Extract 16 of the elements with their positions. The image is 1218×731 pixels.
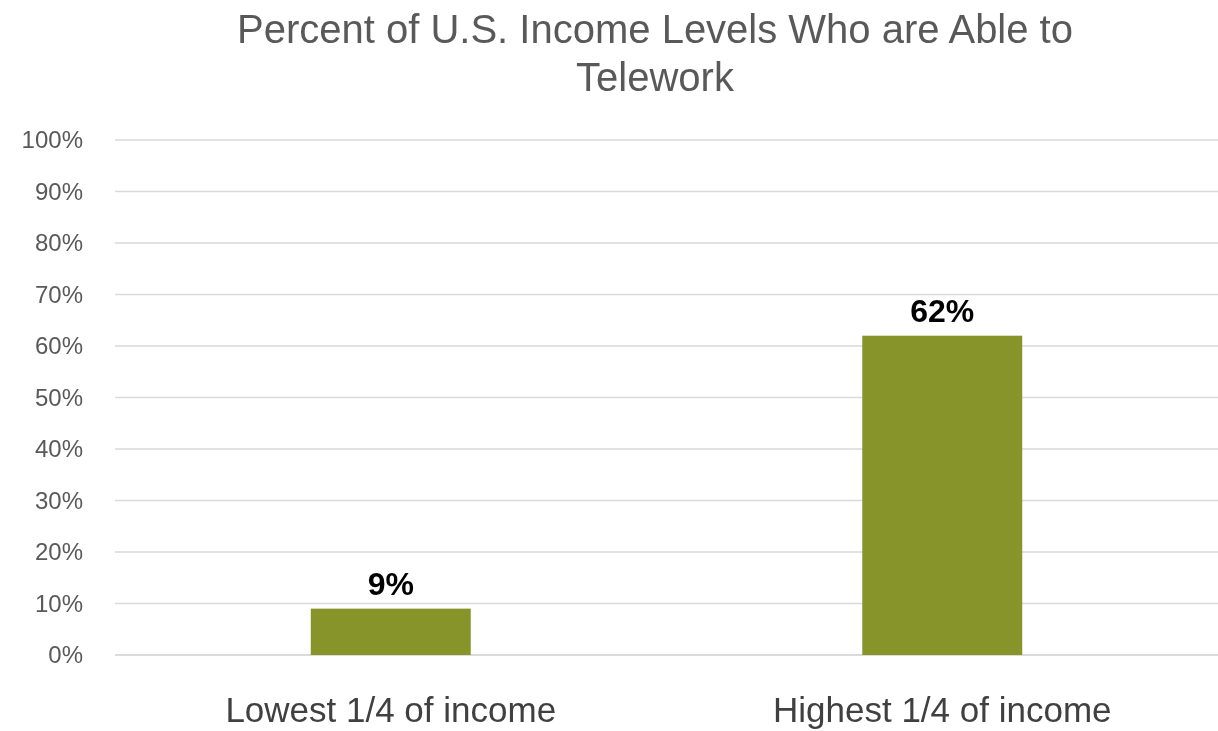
y-tick-label: 10% — [34, 589, 83, 617]
y-tick-label: 50% — [34, 383, 83, 411]
y-tick-label: 60% — [34, 332, 83, 360]
data-label: 9% — [367, 565, 414, 602]
y-tick-label: 40% — [34, 435, 83, 463]
x-tick-label: Lowest 1/4 of income — [225, 690, 557, 729]
y-tick-label: 0% — [48, 641, 83, 669]
x-tick-label: Highest 1/4 of income — [772, 690, 1112, 729]
y-tick-label: 90% — [34, 177, 83, 205]
chart-title: Percent of U.S. Income Levels Who are Able to Telework — [237, 7, 1073, 99]
y-tick-label: 80% — [34, 229, 83, 257]
y-tick-label: 70% — [34, 280, 83, 308]
y-tick-label: 20% — [34, 538, 83, 566]
y-tick-label: 100% — [21, 126, 83, 154]
data-label: 62% — [910, 292, 975, 329]
y-tick-label: 30% — [34, 486, 83, 514]
